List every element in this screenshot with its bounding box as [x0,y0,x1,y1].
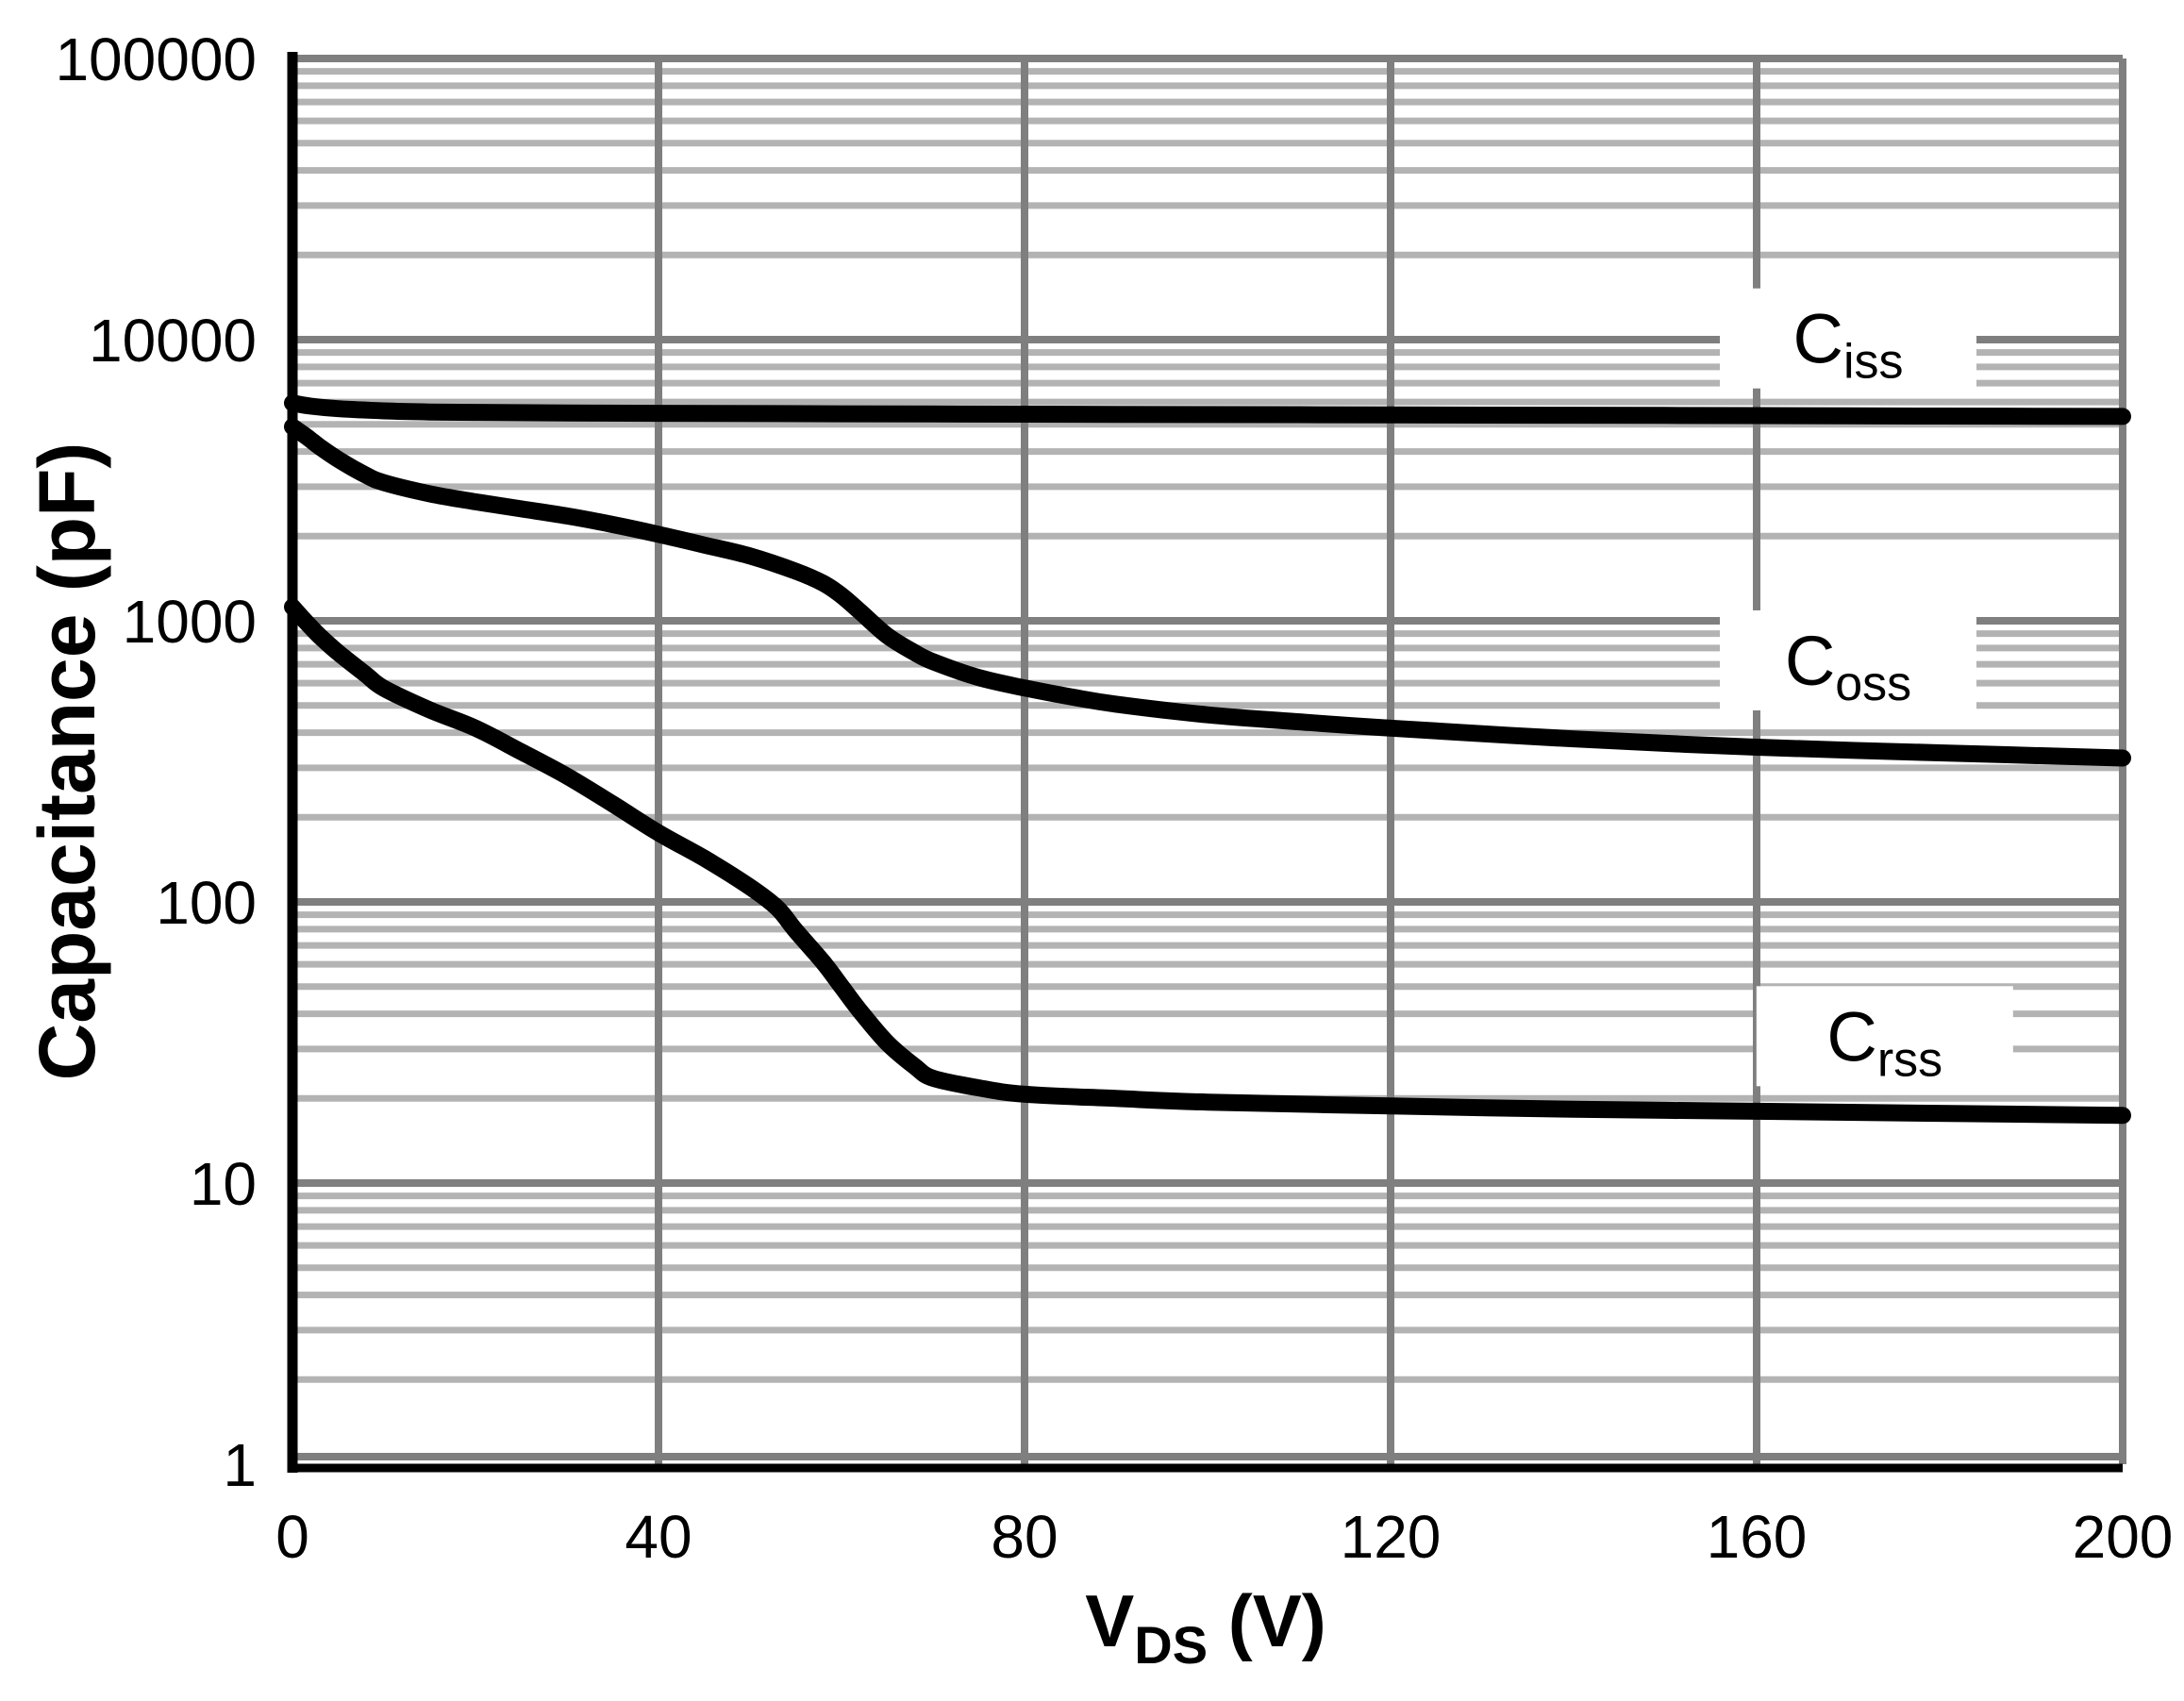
series-label-coss: Coss [1785,622,1911,711]
y-tick-label-10: 10 [190,1150,257,1218]
series-labels: Ciss Coss Crss [1785,300,1942,1088]
x-tick-label-80: 80 [991,1503,1058,1571]
x-tick-label-0: 0 [275,1503,309,1571]
tick-labels: 1 10 100 1000 10000 100000 0 40 80 120 160 200 [55,25,2173,1571]
series-label-ciss: Ciss [1792,300,1903,390]
x-tick-label-120: 120 [1341,1503,1442,1571]
series-label-boxes [1720,288,2013,1087]
series-label-box-ciss [1720,288,1976,389]
y-tick-label-100000: 100000 [55,25,257,93]
x-tick-label-200: 200 [2073,1503,2174,1571]
series-label-box-coss [1720,609,1976,710]
curve-ciss [284,394,2131,425]
x-tick-label-40: 40 [625,1503,692,1571]
y-axis-title: Capacitance (pF) [23,442,111,1081]
y-tick-label-1000: 1000 [123,588,257,656]
series-label-crss: Crss [1826,997,1942,1087]
curves [284,394,2131,1125]
x-tick-label-160: 160 [1707,1503,1808,1571]
series-label-box-crss [1756,986,2013,1087]
x-axis-title: VDS (V) [1085,1579,1325,1675]
curve-crss [284,598,2131,1125]
axis-titles: Capacitance (pF) VDS (V) [23,442,1326,1675]
curve-coss [284,418,2131,767]
y-tick-label-10000: 10000 [89,307,257,375]
axes [287,52,2123,1473]
y-tick-label-100: 100 [156,869,257,937]
y-tick-label-1: 1 [223,1431,257,1499]
